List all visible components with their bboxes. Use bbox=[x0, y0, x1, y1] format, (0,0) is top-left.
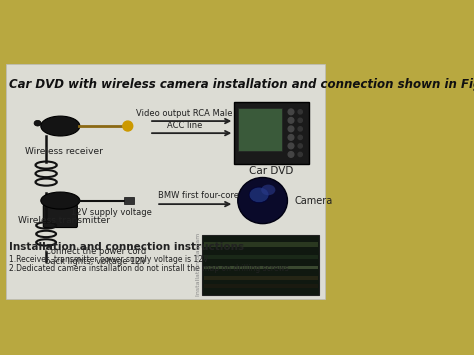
Text: Wireless transmitter: Wireless transmitter bbox=[18, 216, 110, 225]
Circle shape bbox=[123, 121, 133, 131]
FancyBboxPatch shape bbox=[43, 205, 77, 228]
FancyBboxPatch shape bbox=[204, 276, 318, 280]
Circle shape bbox=[288, 135, 294, 140]
Text: 2.Dedicated camera installation do not install the map on drilling screws: 2.Dedicated camera installation do not i… bbox=[9, 264, 288, 273]
FancyBboxPatch shape bbox=[6, 64, 325, 299]
Text: Camera: Camera bbox=[294, 196, 333, 206]
Text: Car DVD: Car DVD bbox=[249, 166, 293, 176]
Text: Car DVD with wireless camera installation and connection shown in Figure: Car DVD with wireless camera installatio… bbox=[9, 78, 474, 92]
Text: Installation diagram: Installation diagram bbox=[196, 233, 201, 296]
Circle shape bbox=[288, 118, 294, 123]
Circle shape bbox=[298, 118, 302, 122]
Circle shape bbox=[298, 127, 302, 131]
FancyBboxPatch shape bbox=[204, 284, 318, 288]
Ellipse shape bbox=[249, 187, 269, 203]
Text: Video output RCA Male: Video output RCA Male bbox=[137, 109, 233, 118]
Text: 12V supply voltage: 12V supply voltage bbox=[71, 208, 152, 217]
FancyBboxPatch shape bbox=[204, 266, 318, 269]
Text: Wireless receiver: Wireless receiver bbox=[25, 147, 103, 156]
Text: 1.Receiver, transmitter power supply voltage is 12V: 1.Receiver, transmitter power supply vol… bbox=[9, 255, 208, 263]
FancyBboxPatch shape bbox=[204, 242, 318, 247]
FancyBboxPatch shape bbox=[234, 102, 310, 164]
Text: Connect the power cord
back lights, voltage 12V: Connect the power cord back lights, volt… bbox=[45, 247, 146, 266]
Circle shape bbox=[288, 152, 294, 157]
Ellipse shape bbox=[238, 178, 287, 224]
Circle shape bbox=[298, 135, 302, 140]
Ellipse shape bbox=[34, 120, 41, 126]
Ellipse shape bbox=[261, 185, 275, 195]
Circle shape bbox=[298, 144, 302, 148]
Circle shape bbox=[288, 109, 294, 115]
FancyBboxPatch shape bbox=[204, 255, 318, 259]
FancyBboxPatch shape bbox=[202, 235, 319, 295]
FancyBboxPatch shape bbox=[124, 197, 134, 204]
Circle shape bbox=[298, 110, 302, 114]
Ellipse shape bbox=[41, 192, 80, 209]
Ellipse shape bbox=[41, 116, 80, 136]
Text: ACC line: ACC line bbox=[167, 121, 202, 130]
Text: Installation and connection instructions: Installation and connection instructions bbox=[9, 242, 244, 252]
Text: BMW first four-core: BMW first four-core bbox=[158, 191, 239, 200]
Circle shape bbox=[288, 126, 294, 132]
FancyBboxPatch shape bbox=[238, 108, 282, 151]
Circle shape bbox=[288, 143, 294, 149]
Circle shape bbox=[298, 152, 302, 157]
